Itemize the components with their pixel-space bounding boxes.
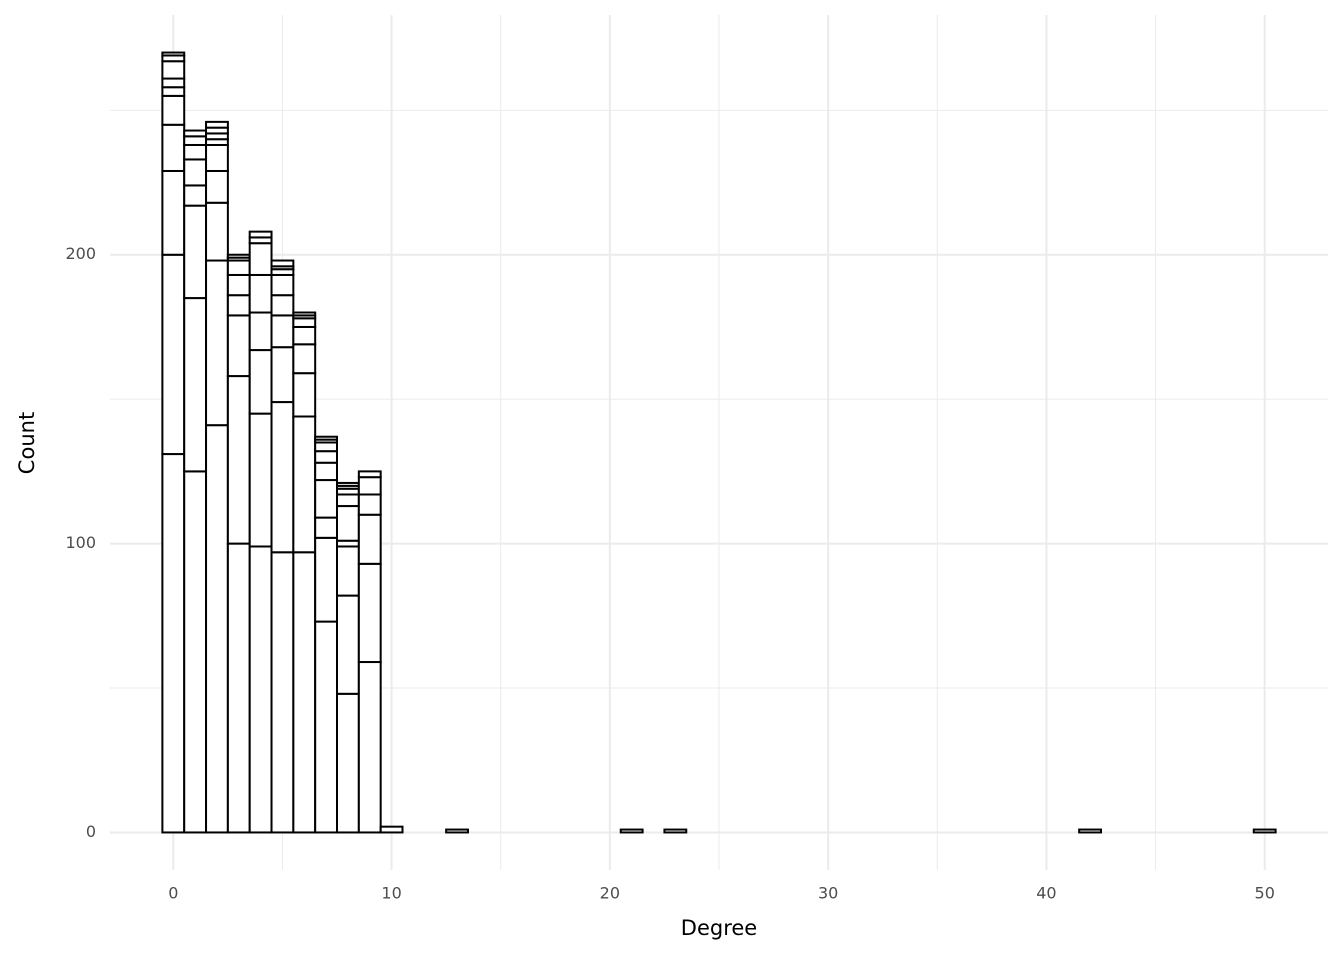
y-tick-label: 200	[65, 244, 96, 263]
bar-segment	[292, 415, 317, 554]
bar-segment	[248, 242, 273, 276]
bar-segment	[183, 184, 208, 207]
bar-segment	[292, 343, 317, 375]
x-axis-title: Degree	[681, 916, 757, 940]
bar-segment	[248, 273, 273, 314]
bar-segment	[314, 441, 339, 453]
bar-segment	[336, 505, 360, 542]
bar-segment	[357, 562, 382, 664]
bar-segment	[292, 311, 317, 317]
bar-segment	[183, 158, 208, 187]
bar-segment	[336, 692, 360, 834]
bar-segment	[161, 86, 186, 97]
x-tick-label: 20	[600, 884, 620, 903]
bar-segment	[270, 273, 295, 297]
y-tick-label: 100	[65, 533, 96, 552]
bar-segment	[183, 204, 208, 300]
bar-segment	[357, 661, 382, 834]
bar-segment	[445, 828, 469, 834]
bar-segment	[357, 513, 382, 565]
bar-segment	[205, 424, 229, 834]
bar-segment	[248, 412, 273, 548]
bar-segment	[226, 294, 251, 317]
bar-segment	[292, 372, 317, 418]
bar-segment	[270, 259, 295, 268]
bar-segment	[161, 253, 186, 456]
bar-segment	[314, 479, 339, 519]
bar-segment	[270, 551, 295, 834]
bar-segment	[248, 311, 273, 352]
bar-segment	[161, 77, 186, 89]
bar-segment	[314, 461, 339, 482]
bar-segment	[270, 294, 295, 317]
bar-segment	[292, 317, 317, 328]
bar-segment	[161, 123, 186, 172]
bar-segment	[292, 551, 317, 834]
bar-segment	[663, 828, 688, 834]
bar-segment	[205, 143, 229, 172]
bar-segment	[248, 230, 273, 239]
y-tick-label: 0	[86, 822, 96, 841]
x-tick-label: 50	[1255, 884, 1275, 903]
bar-segment	[357, 476, 382, 496]
bar-segment	[336, 594, 360, 695]
x-tick-label: 30	[818, 884, 838, 903]
bar-segment	[357, 493, 382, 516]
bar-segment	[270, 346, 295, 404]
bar-segment	[205, 201, 229, 262]
bar-segment	[314, 435, 339, 441]
bar-segment	[226, 375, 251, 545]
x-tick-label: 0	[168, 884, 178, 903]
bar-segment	[248, 545, 273, 834]
bar-segment	[357, 470, 382, 479]
bar-segment	[1252, 828, 1277, 834]
bar-segment	[161, 51, 186, 57]
bar-segment	[379, 825, 404, 834]
bar-segment	[183, 297, 208, 473]
x-tick-label: 40	[1036, 884, 1056, 903]
bar-segment	[292, 325, 317, 346]
bar-segment	[226, 253, 251, 259]
bar-segment	[314, 620, 339, 834]
bar-segment	[226, 259, 251, 276]
bar-segment	[161, 169, 186, 256]
bar-segment	[183, 135, 208, 146]
bar-segment	[314, 450, 339, 464]
bar-segment	[226, 273, 251, 297]
bar-segment	[336, 481, 360, 487]
bar-segment	[1078, 828, 1102, 834]
bar-segment	[205, 259, 229, 427]
bar-segment	[161, 453, 186, 834]
bar-segment	[314, 516, 339, 539]
bar-segment	[336, 493, 360, 508]
bar-segment	[336, 545, 360, 597]
bar-segment	[183, 143, 208, 161]
bar-segment	[248, 349, 273, 415]
bar-segment	[270, 314, 295, 349]
bar-segment	[205, 169, 229, 204]
bar-segment	[161, 94, 186, 126]
bar-segment	[226, 314, 251, 378]
bar-segment	[314, 536, 339, 623]
bar-segment	[619, 828, 644, 834]
bar-segment	[226, 542, 251, 834]
bar-segment	[161, 60, 186, 80]
y-axis-title: Count	[15, 412, 39, 474]
bar-segment	[183, 470, 208, 834]
bar-segment	[183, 129, 208, 138]
bar-segment	[270, 401, 295, 554]
x-tick-label: 10	[381, 884, 401, 903]
bar-segment	[205, 120, 229, 129]
